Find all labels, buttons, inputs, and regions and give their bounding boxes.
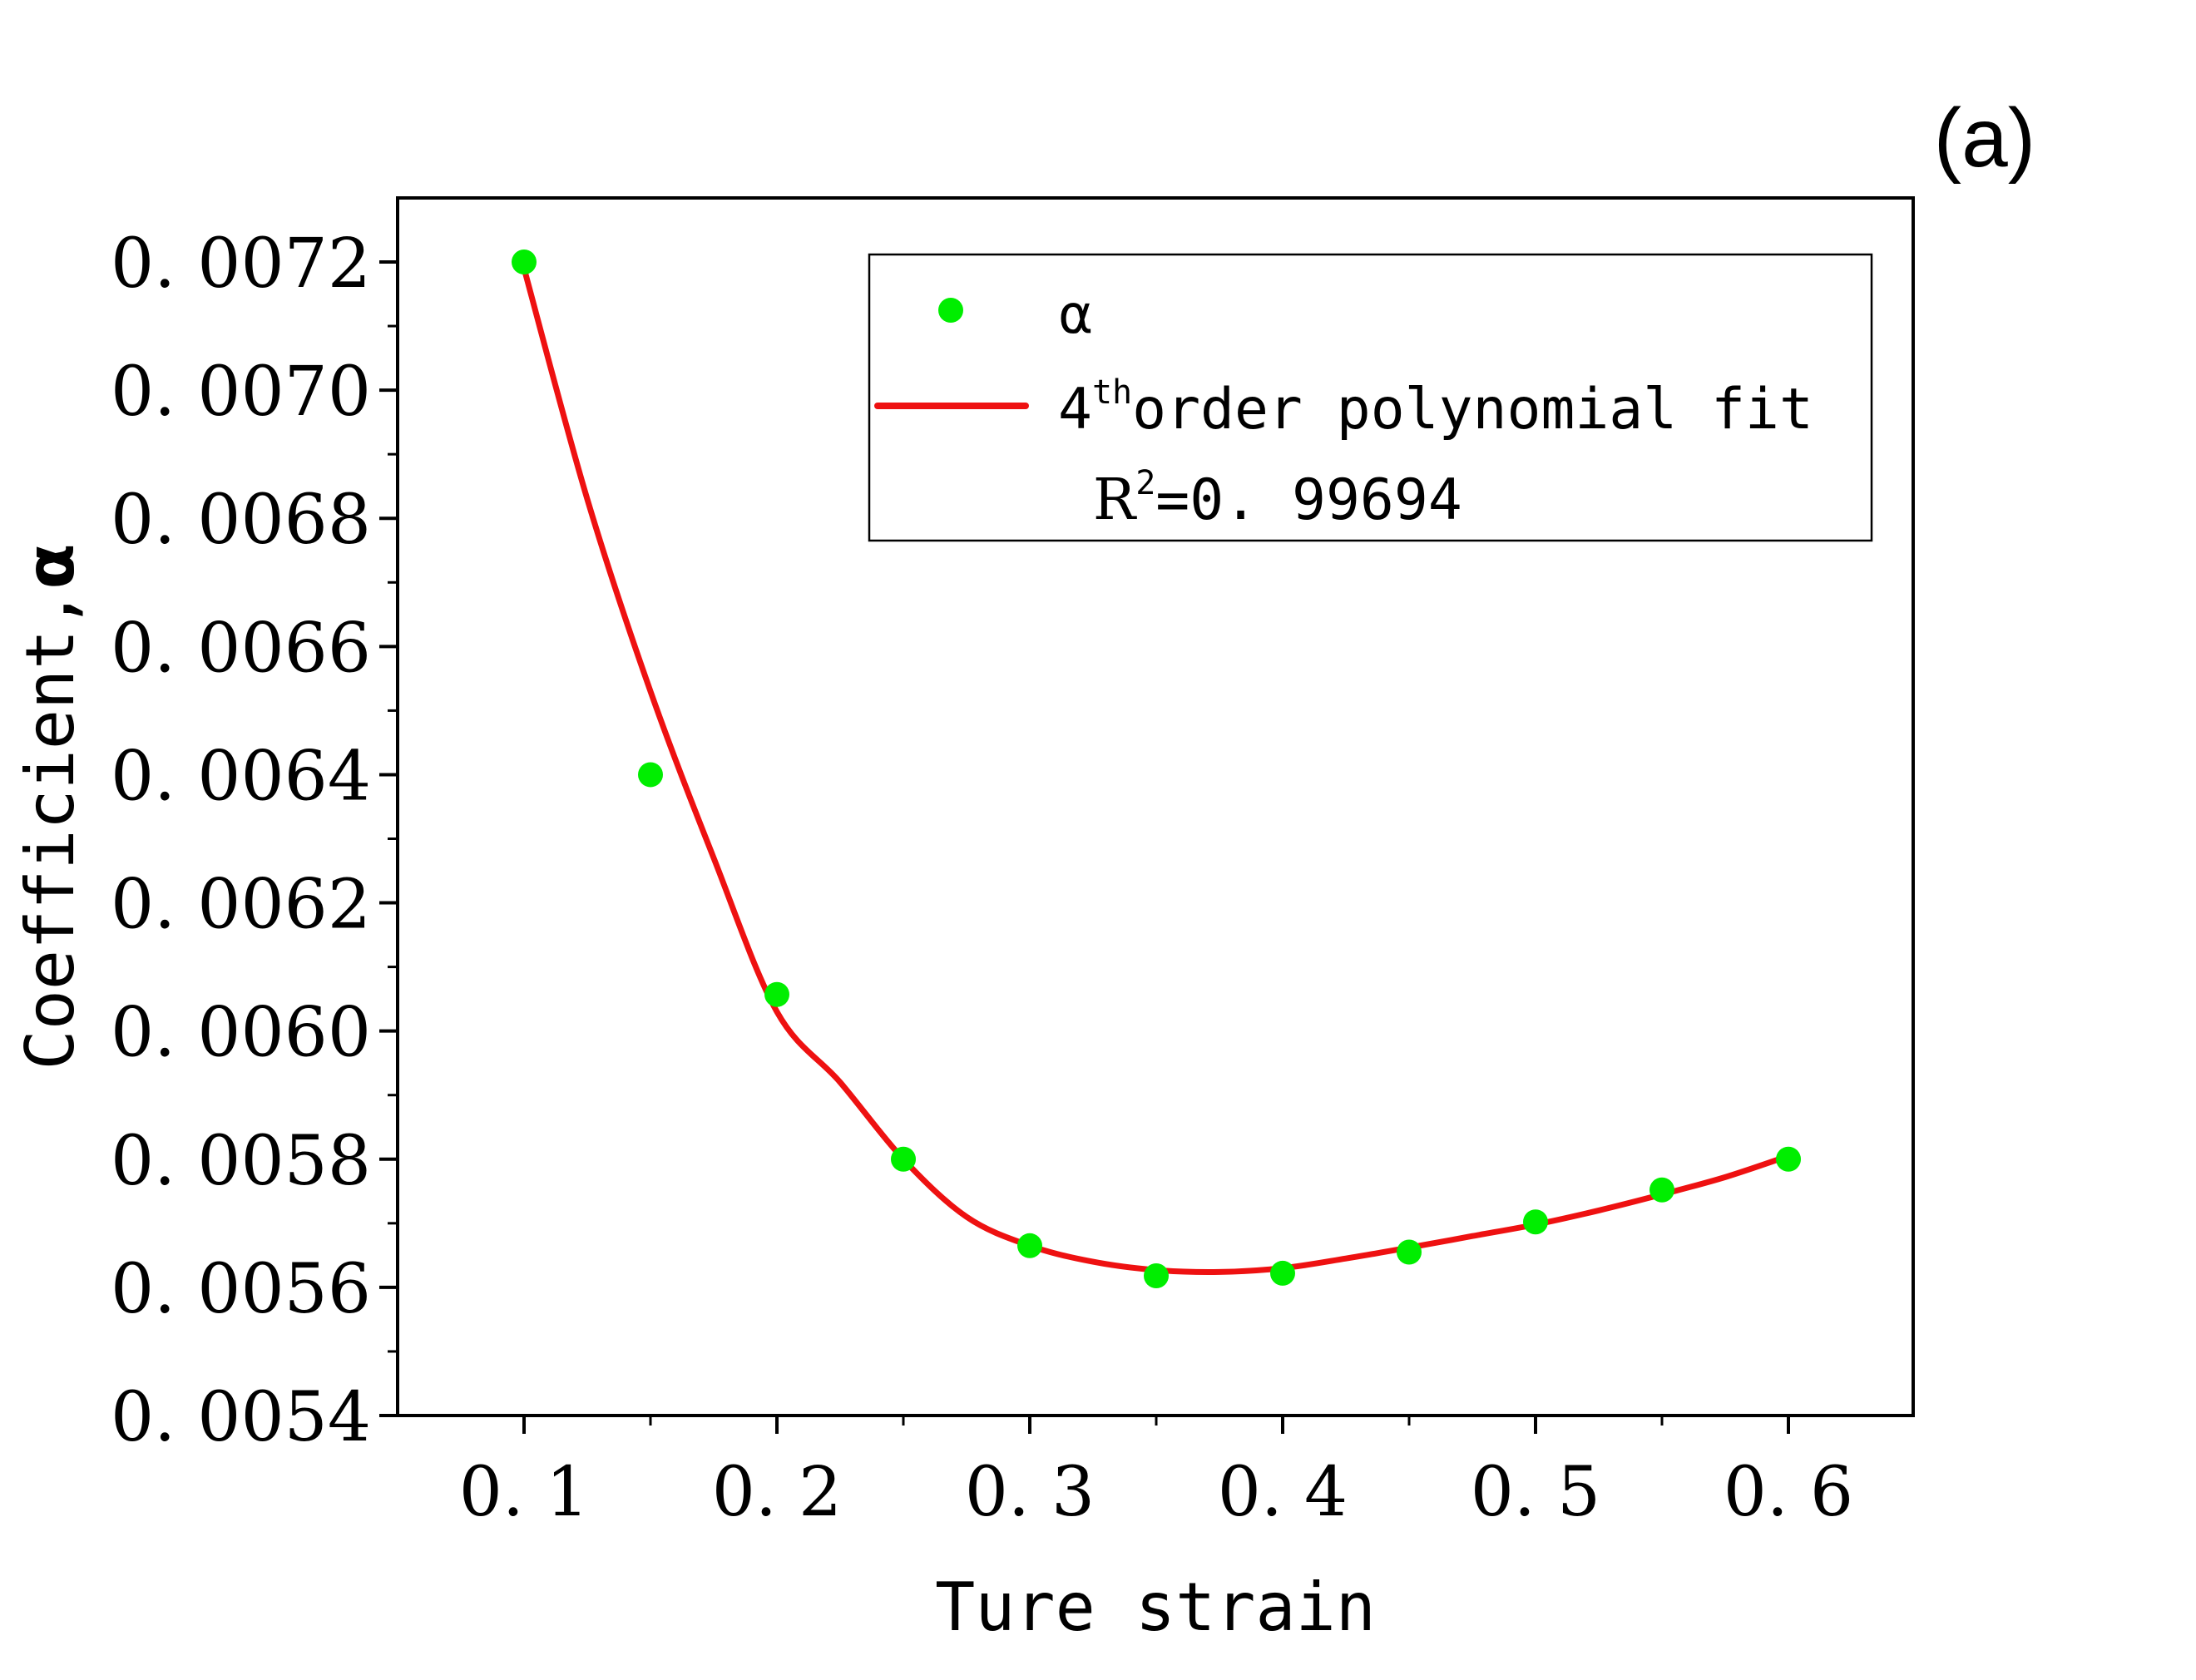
y-tick-label: 0. 0068 [111, 481, 371, 560]
x-axis-tick-labels: 0. 1 0. 2 0. 3 0. 4 0. 5 0. 6 [459, 1453, 1853, 1532]
legend-fit-rest: order polynomial fit [1132, 377, 1813, 442]
x-tick-label: 0. 4 [1218, 1453, 1348, 1532]
alpha-data-point [638, 762, 663, 788]
alpha-data-point [764, 981, 789, 1007]
alpha-data-point [1397, 1239, 1422, 1265]
y-tick-label: 0. 0064 [111, 737, 371, 816]
legend-fit-sup: th [1092, 373, 1132, 412]
legend-box [868, 253, 1873, 542]
legend-r2-sup: 2 [1135, 464, 1155, 502]
scatter-points-group [512, 250, 1801, 1289]
y-axis-label-prefix: Coefficient, [12, 590, 89, 1070]
y-tick-label: 0. 0070 [111, 353, 371, 432]
x-tick-label: 0. 3 [965, 1453, 1095, 1532]
x-tick-label: 0. 6 [1724, 1453, 1853, 1532]
y-tick-label: 0. 0060 [111, 994, 371, 1073]
alpha-data-point [1523, 1209, 1548, 1235]
panel-label: (a) [1934, 91, 2035, 185]
alpha-data-point [512, 250, 537, 274]
alpha-data-point [1144, 1263, 1169, 1289]
legend-scatter-label: α [1058, 284, 1093, 346]
y-tick-label: 0. 0066 [111, 609, 371, 688]
legend-fit-label: 4thorder polynomial fit [1058, 373, 1813, 442]
x-tick-label: 0. 5 [1471, 1453, 1600, 1532]
legend: α 4thorder polynomial fit R2=0. 99694 [868, 253, 1873, 542]
alpha-data-point [1270, 1260, 1295, 1286]
legend-r2-prefix: R [1093, 467, 1137, 533]
y-axis-label-symbol: α [12, 544, 89, 590]
alpha-data-point [1649, 1177, 1674, 1203]
legend-r2-value: =0. 99694 [1155, 467, 1462, 533]
legend-fit-base: 4 [1058, 377, 1092, 442]
x-tick-label: 0. 2 [712, 1453, 842, 1532]
legend-scatter-marker [938, 298, 963, 323]
y-axis-label: Coefficient,α [12, 544, 89, 1070]
y-tick-label: 0. 0062 [111, 866, 371, 945]
x-tick-label: 0. 1 [459, 1453, 589, 1532]
y-axis-tick-labels: 0. 0054 0. 0056 0. 0058 0. 0060 0. 0062 0. 00… [111, 225, 371, 1457]
y-tick-label: 0. 0072 [111, 225, 371, 304]
y-axis-ticks [379, 260, 398, 1417]
y-tick-label: 0. 0054 [111, 1378, 371, 1457]
alpha-data-point [1776, 1146, 1801, 1172]
legend-r2: R2=0. 99694 [1093, 464, 1462, 533]
y-tick-label: 0. 0058 [111, 1122, 371, 1201]
x-axis-label: Ture strain [935, 1569, 1376, 1646]
x-axis-ticks [522, 1416, 1790, 1434]
y-tick-label: 0. 0056 [111, 1250, 371, 1329]
alpha-data-point [1017, 1233, 1042, 1258]
alpha-data-point [891, 1146, 916, 1172]
